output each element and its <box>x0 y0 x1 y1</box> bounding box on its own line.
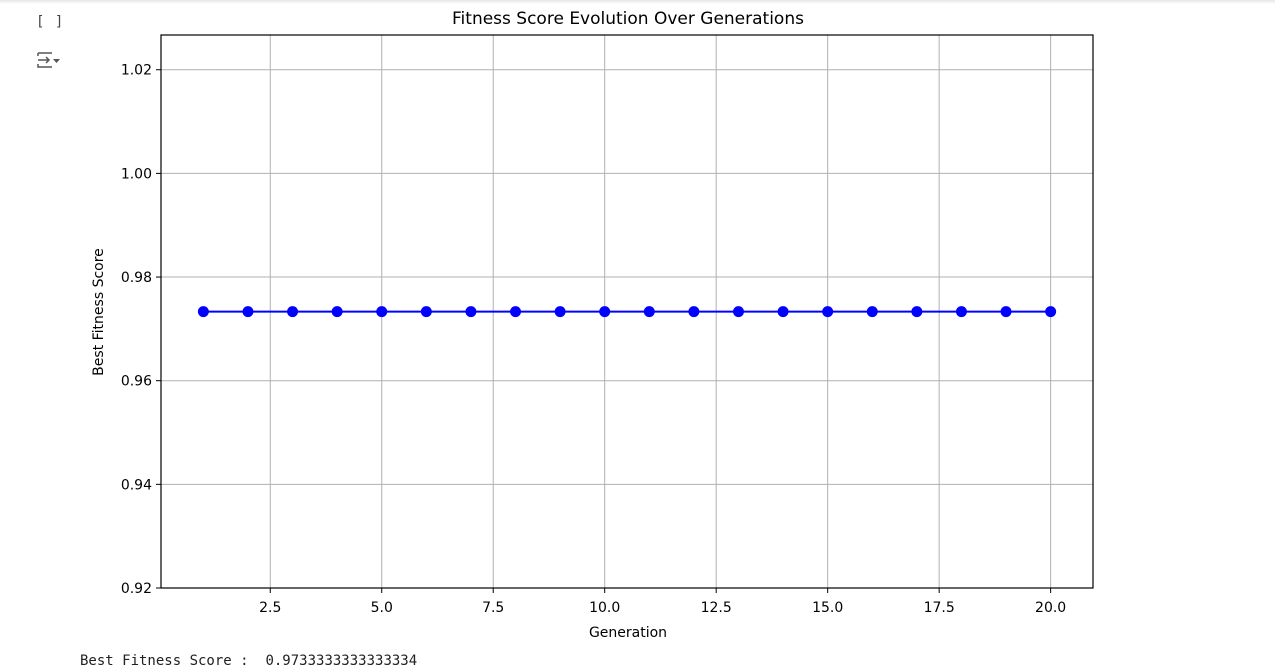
notebook-top-shadow <box>0 0 1275 4</box>
x-tick-label-1: 5.0 <box>371 600 393 616</box>
y-tick-label-0: 0.92 <box>121 581 152 597</box>
data-point-9 <box>554 306 566 318</box>
data-point-5 <box>376 306 388 318</box>
x-tick-label-7: 20.0 <box>1035 600 1066 616</box>
x-tick-label-4: 12.5 <box>701 600 732 616</box>
cell-gutter: [ ] <box>0 0 80 670</box>
x-tick-label-2: 7.5 <box>482 600 504 616</box>
data-point-20 <box>1045 306 1057 318</box>
x-tick-label-3: 10.0 <box>589 600 620 616</box>
data-point-6 <box>420 306 432 318</box>
stdout-label: Best Fitness Score : <box>80 653 249 669</box>
x-axis-label: Generation <box>589 625 667 641</box>
data-point-1 <box>197 306 209 318</box>
y-tick-label-3: 0.98 <box>121 270 152 286</box>
chart-ticks: 2.5 5.0 7.5 10.0 12.5 15.0 17.5 20.0 0.92 0.94 0.9… <box>121 63 1066 616</box>
data-point-16 <box>866 306 878 318</box>
chart-title: Fitness Score Evolution Over Generations <box>452 9 804 29</box>
x-tick-label-6: 17.5 <box>924 600 955 616</box>
data-point-15 <box>822 306 834 318</box>
data-point-14 <box>777 306 789 318</box>
y-axis-label: Best Fitness Score <box>91 248 107 376</box>
chart-markers <box>197 306 1057 318</box>
data-point-4 <box>331 306 343 318</box>
data-point-7 <box>465 306 477 318</box>
y-tick-label-5: 1.02 <box>121 63 152 79</box>
data-point-12 <box>688 306 700 318</box>
output-collapse-icon[interactable] <box>36 50 62 72</box>
data-point-19 <box>1000 306 1012 318</box>
x-tick-label-5: 15.0 <box>812 600 843 616</box>
y-tick-label-2: 0.96 <box>121 374 152 390</box>
plot-area-frame <box>160 34 1094 589</box>
data-point-13 <box>732 306 744 318</box>
data-point-11 <box>643 306 655 318</box>
data-point-2 <box>242 306 254 318</box>
data-point-3 <box>287 306 299 318</box>
cell-run-indicator[interactable]: [ ] <box>36 14 65 30</box>
cell-stdout: Best Fitness Score : 0.9733333333333334 <box>80 653 417 669</box>
data-point-18 <box>955 306 967 318</box>
stdout-value: 0.9733333333333334 <box>265 653 418 669</box>
fitness-line-chart: 2.5 5.0 7.5 10.0 12.5 15.0 17.5 20.0 0.92 0.94 0.9… <box>91 9 1094 641</box>
x-tick-label-0: 2.5 <box>259 600 281 616</box>
data-point-8 <box>510 306 522 318</box>
data-point-10 <box>599 306 611 318</box>
y-tick-label-4: 1.00 <box>121 166 152 182</box>
data-point-17 <box>911 306 923 318</box>
y-tick-label-1: 0.94 <box>121 477 152 493</box>
